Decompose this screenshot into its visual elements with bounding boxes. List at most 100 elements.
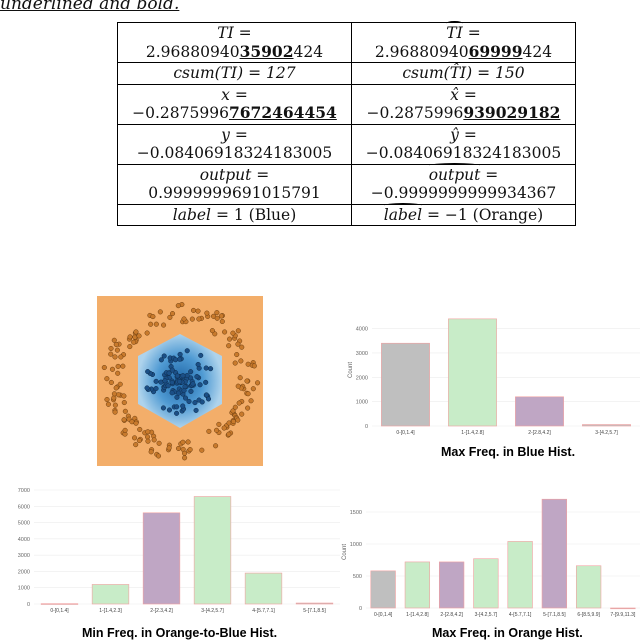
orange-point bbox=[245, 391, 251, 397]
y-tick-label: 0 bbox=[365, 424, 368, 430]
orange-point bbox=[104, 396, 110, 403]
y-tick-label: 1000 bbox=[350, 542, 362, 548]
table-cell: TI = 2.9688094035902424 bbox=[117, 22, 352, 63]
bar bbox=[473, 558, 499, 609]
x-tick-label: 4-[5.7,7.1] bbox=[252, 608, 275, 614]
x-tick-label: 1-[1.4,2.8] bbox=[461, 430, 484, 436]
bar bbox=[610, 607, 636, 610]
orange-point bbox=[115, 363, 121, 369]
orange-point bbox=[213, 443, 219, 449]
chart-orange-hist: 0 500 1000 1500 Count 0-[0,1.4] 1-[1.4,2.8] 2-[… bbox=[338, 492, 640, 620]
orange-point bbox=[234, 352, 240, 358]
blue-point bbox=[190, 381, 196, 387]
bar bbox=[507, 541, 533, 609]
orange-point bbox=[156, 440, 162, 446]
orange-point bbox=[115, 370, 121, 376]
table-cell: ŷ = −0.08406918324183005 bbox=[351, 123, 576, 165]
orange-point bbox=[181, 450, 188, 456]
x-tick-label: 5-[7.1,8.5] bbox=[543, 612, 566, 618]
table-cell: output = −0.9999999999934367 bbox=[351, 162, 576, 205]
orange-point bbox=[236, 400, 242, 406]
table-row: TI = 2.9688094035902424 TI = 2.968809406… bbox=[117, 21, 576, 63]
orange-point bbox=[169, 311, 176, 317]
blue-point bbox=[176, 390, 182, 396]
blue-point bbox=[186, 398, 192, 405]
blue-point bbox=[174, 410, 180, 416]
orange-point bbox=[238, 358, 244, 364]
y-axis-label: Count bbox=[342, 544, 348, 560]
x-tick-label: 0-[0,1.4] bbox=[50, 608, 69, 614]
x-tick-label: 2-[2.8,4.2] bbox=[440, 612, 463, 618]
blue-point bbox=[145, 369, 151, 375]
bar bbox=[448, 318, 497, 427]
blue-point bbox=[197, 382, 203, 388]
orange-point bbox=[133, 442, 139, 448]
orange-point bbox=[144, 330, 150, 336]
orange-point bbox=[196, 316, 202, 322]
orange-point bbox=[136, 437, 142, 444]
table-cell: csum(T̂I) = 150 bbox=[351, 62, 576, 85]
orange-point bbox=[209, 328, 215, 334]
orange-point bbox=[175, 445, 182, 452]
x-tick-label: 5-[7.1,8.5] bbox=[303, 608, 326, 614]
orange-point bbox=[239, 411, 245, 417]
orange-point bbox=[216, 421, 222, 427]
orange-point bbox=[232, 404, 238, 410]
orange-point bbox=[112, 402, 118, 408]
blue-point bbox=[192, 400, 198, 406]
orange-point bbox=[104, 376, 110, 382]
orange-point bbox=[157, 309, 163, 315]
orange-point bbox=[190, 307, 197, 313]
bar bbox=[515, 396, 564, 427]
x-tick-label: 7-[9.9,11.3] bbox=[610, 612, 636, 618]
orange-point bbox=[222, 329, 228, 335]
orange-point bbox=[131, 435, 138, 441]
blue-point bbox=[188, 388, 194, 394]
table-row: output = 0.9999999691015791 output = −0.… bbox=[117, 162, 576, 205]
orange-point bbox=[137, 426, 143, 433]
blue-point bbox=[161, 353, 167, 359]
blue-point bbox=[169, 390, 175, 396]
y-tick-label: 2000 bbox=[18, 569, 30, 575]
table-cell: TI = 2.9688094069999424 bbox=[351, 21, 576, 63]
chart-caption: Max Freq. in Blue Hist. bbox=[441, 445, 576, 459]
orange-point bbox=[121, 417, 127, 423]
orange-point bbox=[235, 417, 241, 423]
blue-point bbox=[203, 365, 209, 371]
y-tick-label: 0 bbox=[27, 602, 30, 608]
chart-caption: Min Freq. in Orange-to-Blue Hist. bbox=[82, 626, 278, 640]
orange-point bbox=[244, 378, 250, 384]
bar bbox=[370, 570, 396, 609]
y-tick-label: 4000 bbox=[356, 327, 368, 333]
blue-point bbox=[174, 404, 180, 410]
y-tick-label: 3000 bbox=[18, 553, 30, 559]
orange-point bbox=[114, 347, 120, 353]
orange-point bbox=[239, 344, 245, 350]
orange-point bbox=[237, 375, 243, 381]
table-cell: x = −0.28759967672464454 bbox=[117, 83, 352, 125]
chart-blue-hist: 0 1000 2000 3000 4000 Count 0-[0,1.4] 1-[1.4,2.… bbox=[342, 312, 640, 440]
y-axis-label: Count bbox=[14, 539, 16, 555]
orange-point bbox=[181, 316, 187, 322]
bar bbox=[40, 603, 79, 605]
y-tick-label: 3000 bbox=[356, 351, 368, 357]
orange-point bbox=[108, 379, 114, 385]
x-tick-label: 3-[4.2,5.7] bbox=[475, 612, 498, 618]
orange-point bbox=[122, 427, 128, 433]
orange-point bbox=[133, 420, 139, 426]
x-tick-label: 0-[0,1.4] bbox=[396, 430, 415, 436]
orange-point bbox=[175, 303, 181, 309]
orange-point bbox=[131, 339, 137, 345]
orange-point bbox=[185, 439, 191, 445]
x-tick-label: 1-[1.4,2.8] bbox=[406, 612, 429, 618]
blue-point bbox=[180, 403, 186, 409]
y-tick-label: 5000 bbox=[18, 521, 30, 527]
bar bbox=[142, 512, 181, 605]
orange-point bbox=[112, 409, 118, 415]
orange-point bbox=[101, 364, 107, 371]
orange-point bbox=[204, 310, 210, 316]
bar bbox=[91, 584, 130, 605]
blue-point bbox=[166, 407, 173, 413]
orange-point bbox=[226, 343, 232, 349]
blue-point bbox=[165, 383, 171, 389]
